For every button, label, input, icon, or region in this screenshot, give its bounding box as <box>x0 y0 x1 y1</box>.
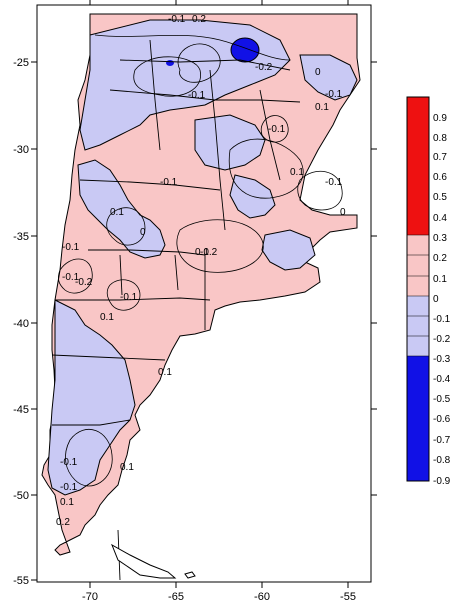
contour-label: -0.1 <box>62 242 80 253</box>
legend-label: -0.5 <box>433 394 451 405</box>
contour-label: 0 <box>140 227 146 238</box>
legend-label: 0 <box>433 294 439 305</box>
contour-label: 0.1 <box>60 497 74 508</box>
contour-label: -0.1 <box>60 482 78 493</box>
legend-label: -0.9 <box>433 476 451 487</box>
coastline-details <box>111 543 196 579</box>
color-legend: 0.9 0.8 0.7 0.6 0.5 0.4 0.3 0.2 0.1 0 -0… <box>406 96 451 487</box>
y-tick-label: -30 <box>13 144 29 156</box>
legend-frame <box>406 96 430 482</box>
province-borders <box>51 39 301 581</box>
contour-label: -0.1 <box>62 272 80 283</box>
legend-label: 0.5 <box>433 192 447 203</box>
contour-label: -0.1 <box>120 292 138 303</box>
legend-bin-strong-positive <box>407 97 429 235</box>
x-tick-label: -70 <box>82 591 98 603</box>
legend-label: -0.2 <box>433 334 451 345</box>
contour-label: 0.1 <box>158 367 172 378</box>
x-tick-label: -55 <box>340 591 356 603</box>
contour-label: 0 <box>315 67 321 78</box>
contour-label: -0.1 <box>168 14 186 25</box>
strong-negative-blob <box>230 37 260 63</box>
contour-label: 0.2 <box>56 517 70 528</box>
y-tick-label: -35 <box>13 231 29 243</box>
contour-labels: -0.1 0.2 -0.1 -0.2 0 -0.1 0.1 -0.1 -0.1 … <box>56 14 346 528</box>
contour-label: 0 <box>340 207 346 218</box>
x-tick-label: -65 <box>168 591 184 603</box>
y-tick-label: -45 <box>13 404 29 416</box>
legend-label: 0.3 <box>433 233 447 244</box>
legend-label: -0.1 <box>433 314 451 325</box>
contour-label: -0.2 <box>255 62 273 73</box>
legend-label: 0.7 <box>433 152 447 163</box>
y-tick-label: -50 <box>13 490 29 502</box>
contour-label: 0.1 <box>290 167 304 178</box>
contour-label: -0.1 <box>188 90 206 101</box>
y-tick-labels: -25 -30 -35 -40 -45 -50 -55 <box>13 57 29 587</box>
contour-lines <box>58 34 343 487</box>
legend-label: 0.2 <box>433 253 447 264</box>
axis-ticks <box>31 0 377 588</box>
strong-negative-spot <box>166 60 174 66</box>
legend-label: -0.7 <box>433 435 451 446</box>
legend-label: 0.8 <box>433 133 447 144</box>
y-tick-label: -40 <box>13 318 29 330</box>
contour-label: -0.2 <box>200 247 218 258</box>
x-tick-label: -60 <box>254 591 270 603</box>
legend-bin-negative <box>407 296 429 356</box>
legend-label: -0.4 <box>433 374 451 385</box>
contour-label: -0.2 <box>75 277 93 288</box>
legend-label: 0.4 <box>433 213 447 224</box>
legend-label: 0.9 <box>433 113 447 124</box>
contour-label: 0.1 <box>195 247 209 258</box>
legend-label: -0.8 <box>433 455 451 466</box>
contour-label: 0.2 <box>192 14 206 25</box>
legend-bin-strong-negative <box>407 356 429 481</box>
y-tick-label: -55 <box>13 575 29 587</box>
legend-label: -0.6 <box>433 414 451 425</box>
contour-label: -0.1 <box>268 124 286 135</box>
y-tick-label: -25 <box>13 57 29 69</box>
legend-dividers <box>407 234 429 357</box>
contour-label: 0.1 <box>100 312 114 323</box>
contour-label: 0.1 <box>315 102 329 113</box>
contour-label: -0.1 <box>325 89 343 100</box>
x-tick-labels: -70 -65 -60 -55 <box>82 591 356 603</box>
legend-label: -0.3 <box>433 354 451 365</box>
contour-label: -0.1 <box>160 177 178 188</box>
contour-label: -0.1 <box>60 457 78 468</box>
legend-label: 0.6 <box>433 172 447 183</box>
contour-label: -0.1 <box>325 177 343 188</box>
legend-label: 0.1 <box>433 274 447 285</box>
contour-label: 0.1 <box>120 462 134 473</box>
legend-bin-positive <box>407 235 429 296</box>
contour-label: 0.1 <box>110 207 124 218</box>
